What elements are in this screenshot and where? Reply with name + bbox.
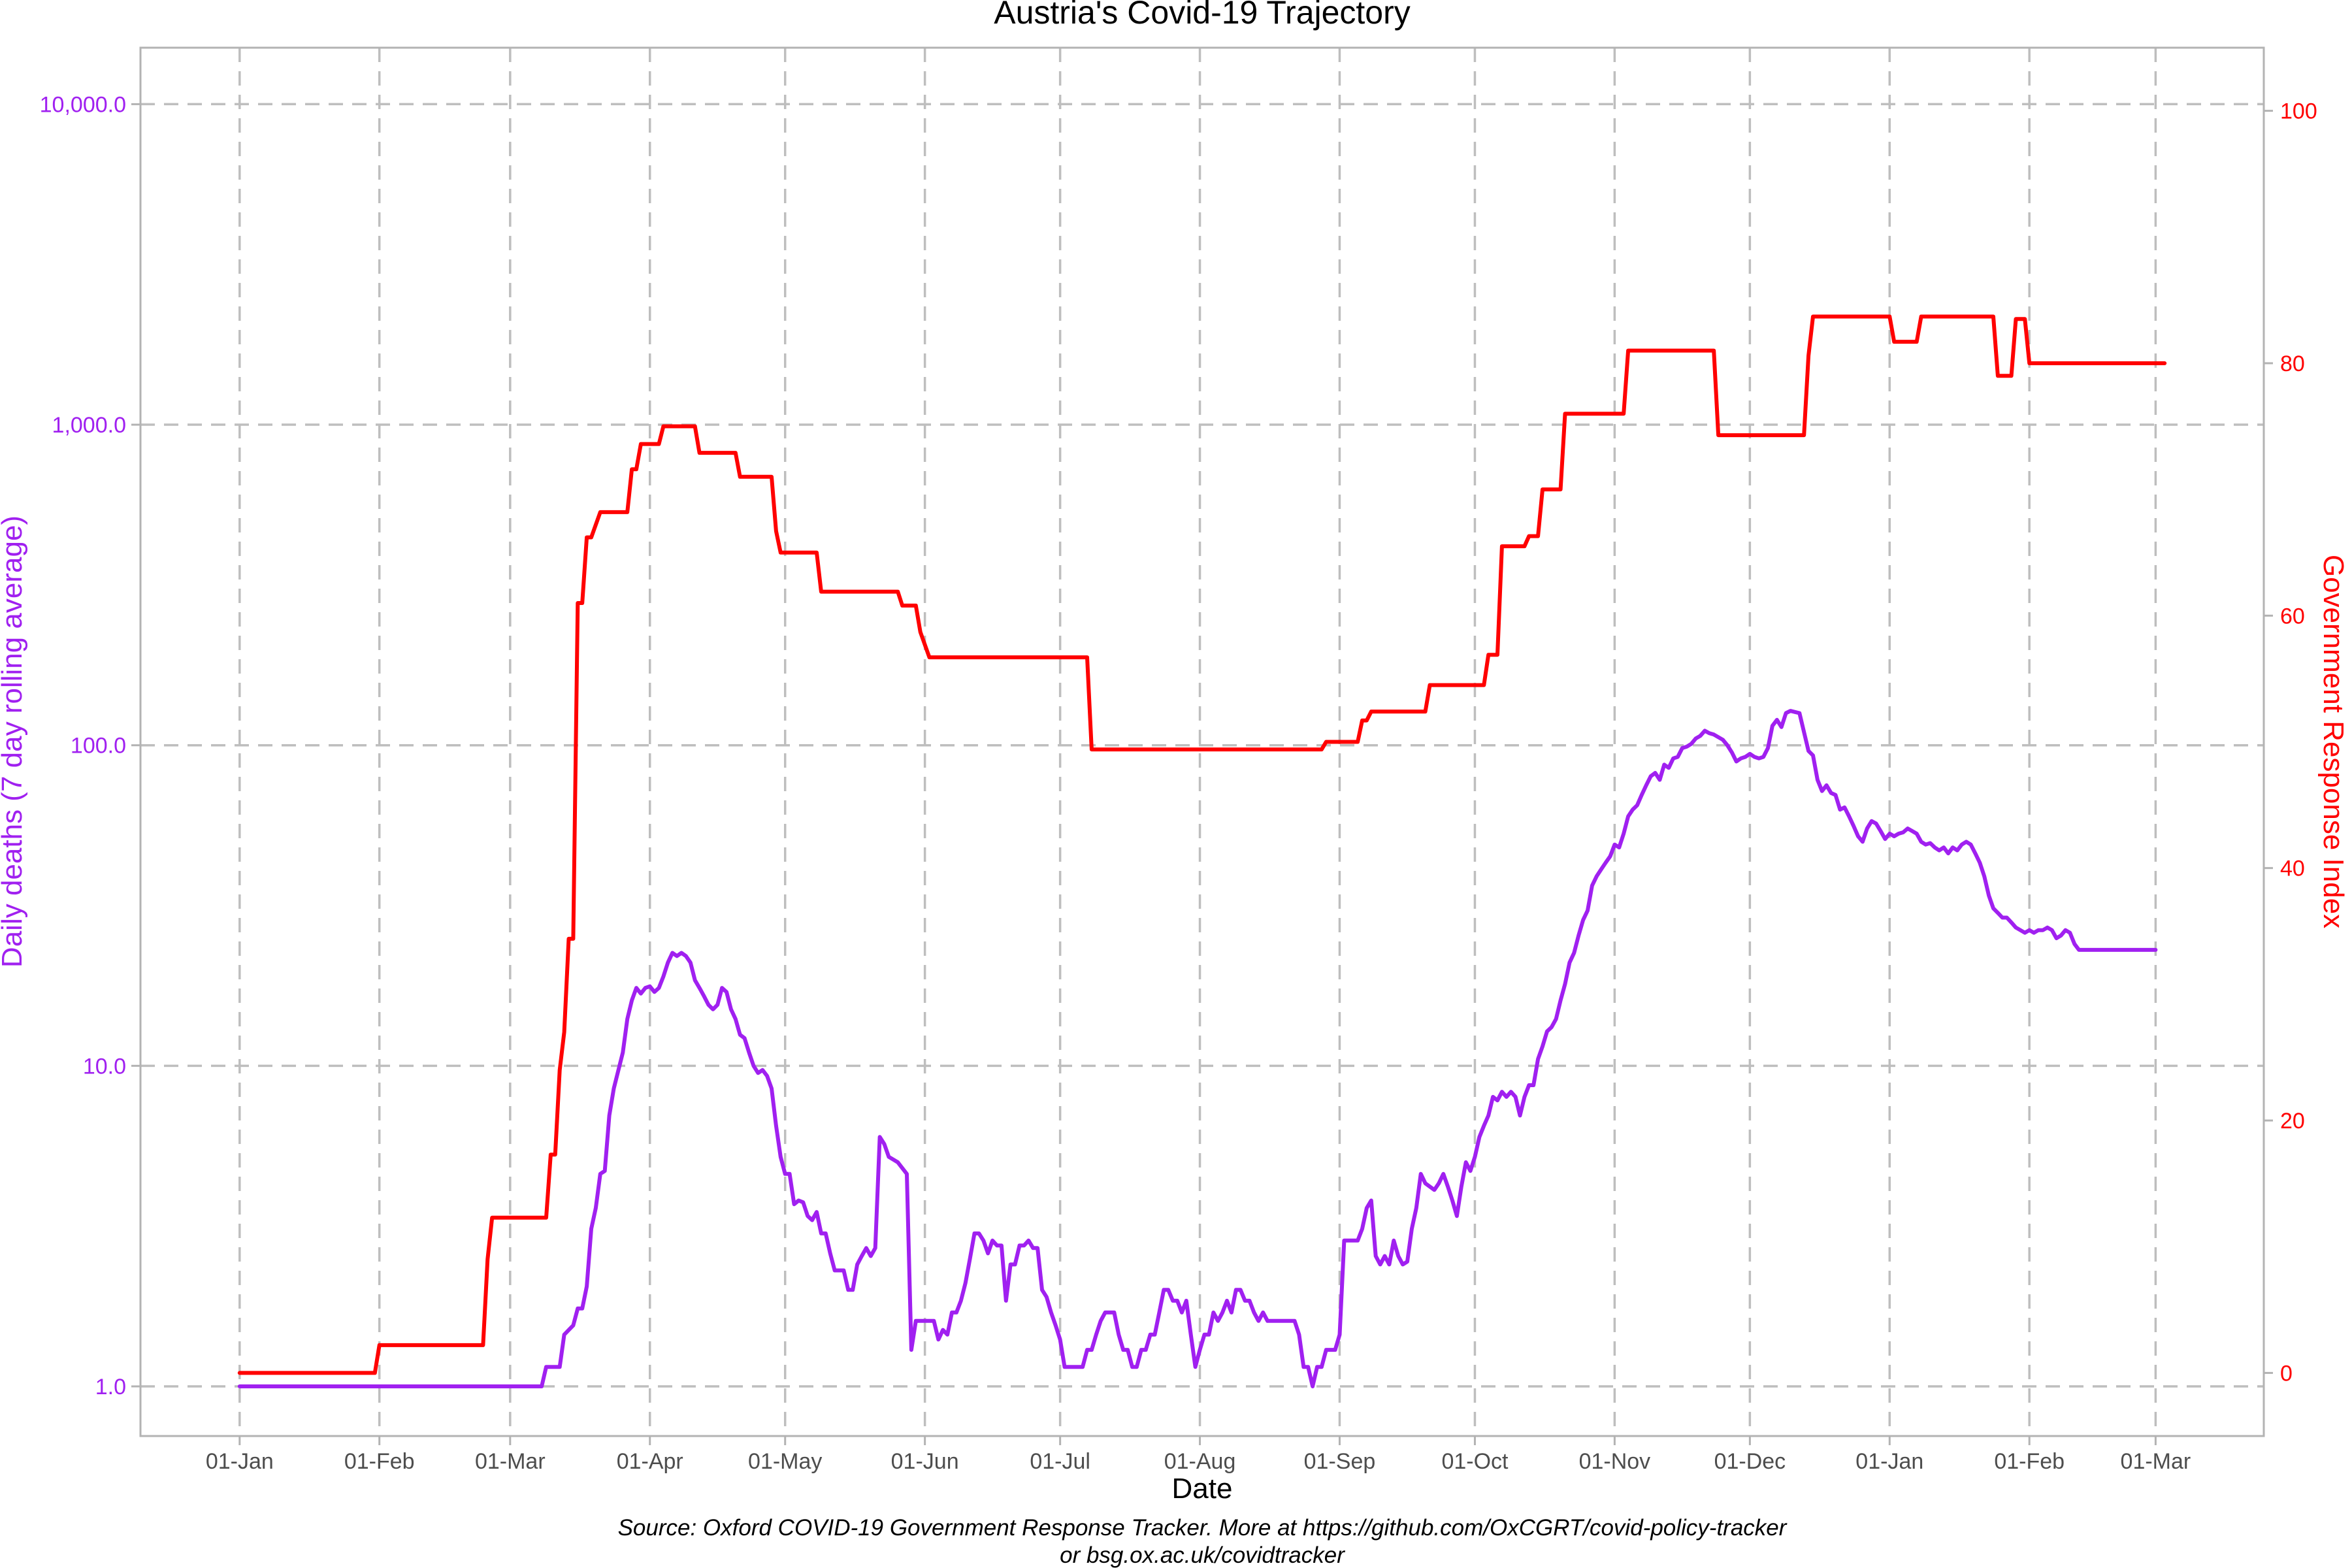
x-tick-label: 01-Nov <box>1579 1449 1651 1474</box>
deaths-line <box>237 709 2158 1388</box>
right-tick-label: 80 <box>2280 351 2305 376</box>
right-tick-label: 0 <box>2280 1361 2293 1386</box>
x-tick-label: 01-Jan <box>206 1449 274 1474</box>
caption-line-2: or bsg.ox.ac.uk/covidtracker <box>1060 1543 1345 1568</box>
x-tick-label: 01-Dec <box>1714 1449 1786 1474</box>
left-tick-label: 1,000.0 <box>52 413 126 438</box>
x-tick-label: 01-Feb <box>1994 1449 2065 1474</box>
left-axis: 1.0 10.0 100.0 1,000.0 10,000.0 <box>40 92 140 1399</box>
right-axis: 0 20 40 60 80 100 <box>2264 99 2317 1386</box>
x-tick-label: 01-Feb <box>344 1449 415 1474</box>
x-tick-label: 01-Mar <box>2121 1449 2191 1474</box>
left-tick-label: 100.0 <box>71 734 126 759</box>
right-tick-label: 60 <box>2280 604 2305 629</box>
x-axis-title: Date <box>1172 1473 1233 1505</box>
grid <box>140 48 2264 1436</box>
left-axis-title: Daily deaths (7 day rolling average) <box>0 515 28 968</box>
x-tick-label: 01-Mar <box>475 1449 546 1474</box>
x-tick-label: 01-Sep <box>1304 1449 1376 1474</box>
left-tick-label: 1.0 <box>95 1375 126 1399</box>
series <box>237 314 2167 1388</box>
x-tick-label: 01-Jan <box>1855 1449 1923 1474</box>
left-tick-label: 10,000.0 <box>40 92 126 117</box>
caption-line-1: Source: Oxford COVID-19 Government Respo… <box>618 1515 1788 1541</box>
x-tick-label: 01-Jun <box>891 1449 959 1474</box>
right-tick-label: 100 <box>2280 99 2317 124</box>
plot-frame <box>139 46 2265 1437</box>
x-tick-label: 01-Oct <box>1441 1449 1509 1474</box>
right-tick-label: 20 <box>2280 1109 2305 1134</box>
right-axis-title: Government Response Index <box>2317 555 2349 928</box>
x-tick-label: 01-Jul <box>1030 1449 1090 1474</box>
x-axis: 01-Jan 01-Feb 01-Mar 01-Apr 01-May 01-Jun 01-J… <box>206 1436 2191 1474</box>
response-index-line <box>237 314 2167 1375</box>
left-tick-label: 10.0 <box>83 1054 126 1079</box>
right-tick-label: 40 <box>2280 857 2305 881</box>
chart-title: Austria's Covid-19 Trajectory <box>994 0 1411 31</box>
x-tick-label: 01-Apr <box>617 1449 683 1474</box>
x-tick-label: 01-Aug <box>1164 1449 1236 1474</box>
x-tick-label: 01-May <box>748 1449 822 1474</box>
